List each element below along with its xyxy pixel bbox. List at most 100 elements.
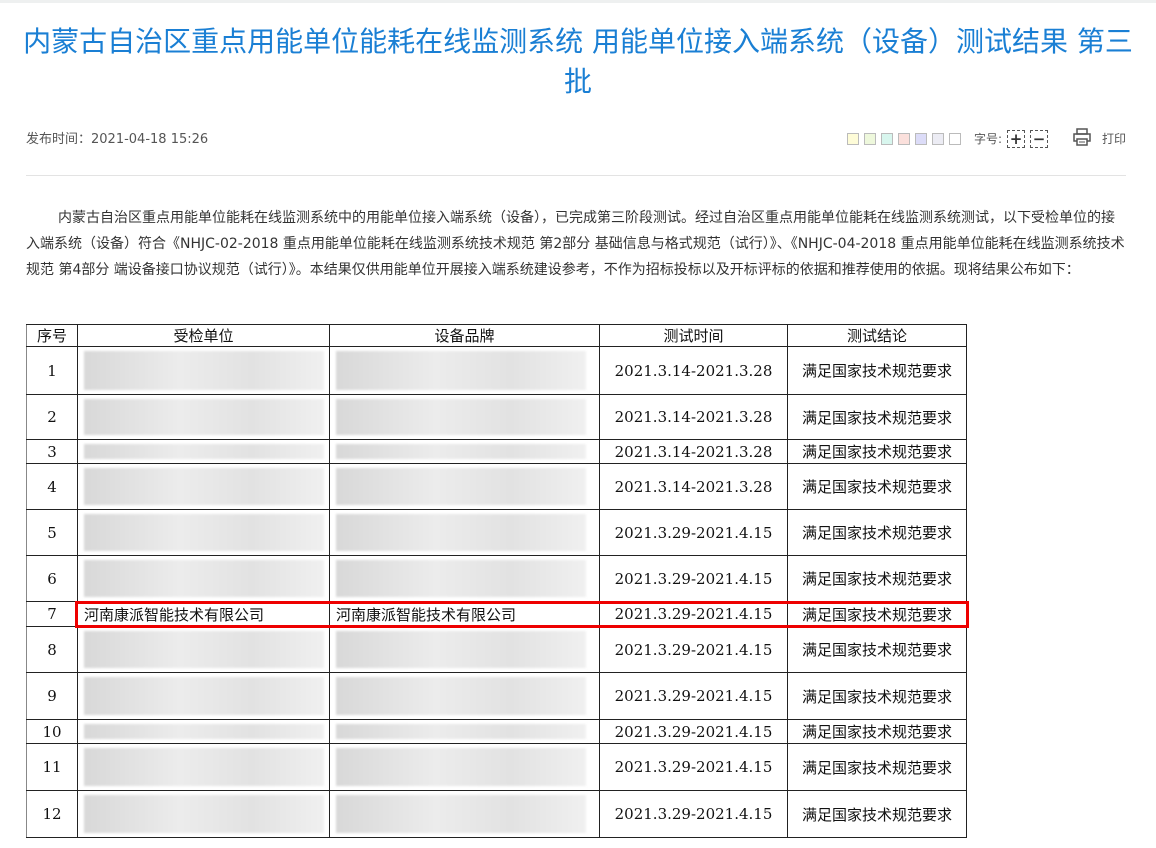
cell-brand — [330, 720, 600, 743]
table-row: 3 2021.3.14-2021.3.28 满足国家技术规范要求 — [26, 440, 967, 464]
font-increase-button[interactable]: + — [1006, 129, 1025, 148]
cell-time: 2021.3.14-2021.3.28 — [600, 464, 788, 509]
cell-no: 1 — [26, 347, 78, 394]
cell-result: 满足国家技术规范要求 — [788, 744, 967, 790]
article-tools: 字号: + − 打印 — [846, 127, 1126, 150]
cell-brand — [330, 510, 600, 555]
table-row: 8 2021.3.29-2021.4.15 满足国家技术规范要求 — [26, 627, 967, 673]
redacted-block — [84, 724, 324, 739]
print-button[interactable]: 打印 — [1101, 132, 1126, 146]
cell-time: 2021.3.29-2021.4.15 — [600, 556, 788, 601]
cell-result: 满足国家技术规范要求 — [788, 720, 967, 743]
cell-result: 满足国家技术规范要求 — [788, 791, 967, 837]
table-row: 5 2021.3.29-2021.4.15 满足国家技术规范要求 — [26, 510, 967, 556]
cell-unit — [78, 464, 330, 509]
table-row: 2 2021.3.14-2021.3.28 满足国家技术规范要求 — [26, 395, 967, 440]
color-swatch[interactable] — [914, 132, 927, 145]
table-header: 序号 受检单位 设备品牌 测试时间 测试结论 — [26, 324, 967, 347]
cell-result: 满足国家技术规范要求 — [788, 464, 967, 509]
cell-time: 2021.3.29-2021.4.15 — [600, 510, 788, 555]
cell-result: 满足国家技术规范要求 — [788, 510, 967, 555]
cell-time: 2021.3.29-2021.4.15 — [600, 791, 788, 837]
color-swatch[interactable] — [931, 132, 944, 145]
cell-brand — [330, 395, 600, 439]
color-swatch[interactable] — [948, 132, 961, 145]
redacted-block — [84, 399, 324, 435]
cell-no: 10 — [26, 720, 78, 743]
redacted-block — [84, 444, 324, 459]
cell-no: 9 — [26, 673, 78, 719]
color-swatch[interactable] — [897, 132, 910, 145]
cell-no: 4 — [26, 464, 78, 509]
cell-no: 6 — [26, 556, 78, 601]
publish-time: 2021-04-18 15:26 — [91, 132, 209, 147]
redacted-block — [336, 795, 586, 833]
redacted-block — [84, 560, 324, 597]
header-cell: 序号 — [26, 325, 78, 346]
cell-unit — [78, 627, 330, 672]
header-cell: 受检单位 — [78, 325, 330, 346]
cell-unit — [78, 744, 330, 790]
cell-result: 满足国家技术规范要求 — [788, 673, 967, 719]
table-row: 11 2021.3.29-2021.4.15 满足国家技术规范要求 — [26, 744, 967, 791]
cell-time: 2021.3.29-2021.4.15 — [600, 744, 788, 790]
cell-no: 7 — [26, 602, 78, 626]
cell-no: 5 — [26, 510, 78, 555]
font-size-label: 字号: — [973, 132, 1002, 146]
page-title: 内蒙古自治区重点用能单位能耗在线监测系统 用能单位接入端系统（设备）测试结果 第… — [23, 25, 1133, 98]
top-bar — [0, 0, 1156, 3]
header-cell: 测试结论 — [788, 325, 967, 346]
cell-time: 2021.3.29-2021.4.15 — [600, 627, 788, 672]
table-row-partial — [26, 838, 967, 848]
cell-unit — [78, 347, 330, 394]
background-color-swatches — [846, 132, 966, 145]
cell-result: 满足国家技术规范要求 — [788, 627, 967, 672]
cell-brand — [330, 556, 600, 601]
cell-result: 满足国家技术规范要求 — [788, 347, 967, 394]
redacted-block — [336, 724, 586, 739]
cell-brand: 河南康派智能技术有限公司 — [330, 602, 600, 626]
cell-unit — [78, 395, 330, 439]
cell-brand — [330, 791, 600, 837]
redacted-block — [84, 795, 324, 833]
cell-brand — [330, 464, 600, 509]
redacted-block — [336, 748, 586, 786]
cell-brand — [330, 627, 600, 672]
font-decrease-button[interactable]: − — [1029, 129, 1048, 148]
cell-unit — [78, 720, 330, 743]
cell-no: 3 — [26, 440, 78, 463]
publish-label: 发布时间： — [26, 132, 92, 147]
cell-unit — [78, 510, 330, 555]
color-swatch[interactable] — [863, 132, 876, 145]
redacted-block — [84, 468, 324, 505]
cell-brand — [330, 673, 600, 719]
redacted-block — [84, 748, 324, 786]
redacted-block — [84, 677, 324, 715]
redacted-block — [336, 468, 586, 505]
color-swatch[interactable] — [880, 132, 893, 145]
cell-unit — [78, 440, 330, 463]
redacted-block — [336, 677, 586, 715]
intro-paragraph: 内蒙古自治区重点用能单位能耗在线监测系统中的用能单位接入端系统（设备），已完成第… — [26, 210, 1125, 278]
color-swatch[interactable] — [846, 132, 859, 145]
cell-unit — [78, 791, 330, 837]
table-row: 7 河南康派智能技术有限公司 河南康派智能技术有限公司 2021.3.29-2021.… — [26, 602, 967, 627]
print-icon[interactable] — [1072, 127, 1092, 150]
cell-brand — [330, 347, 600, 394]
redacted-block — [84, 351, 324, 390]
publish-info: 发布时间：2021-04-18 15:26 — [26, 128, 208, 147]
highlight-box — [75, 601, 969, 628]
table-row: 12 2021.3.29-2021.4.15 满足国家技术规范要求 — [26, 791, 967, 838]
cell-brand — [330, 744, 600, 790]
cell-no: 2 — [26, 395, 78, 439]
cell-unit — [78, 673, 330, 719]
redacted-block — [84, 514, 324, 551]
cell-time: 2021.3.29-2021.4.15 — [600, 673, 788, 719]
cell-time: 2021.3.14-2021.3.28 — [600, 395, 788, 439]
divider — [26, 175, 1126, 176]
cell-time: 2021.3.29-2021.4.15 — [600, 720, 788, 743]
cell-result: 满足国家技术规范要求 — [788, 556, 967, 601]
redacted-block — [336, 351, 586, 390]
cell-no: 8 — [26, 627, 78, 672]
redacted-block — [336, 560, 586, 597]
